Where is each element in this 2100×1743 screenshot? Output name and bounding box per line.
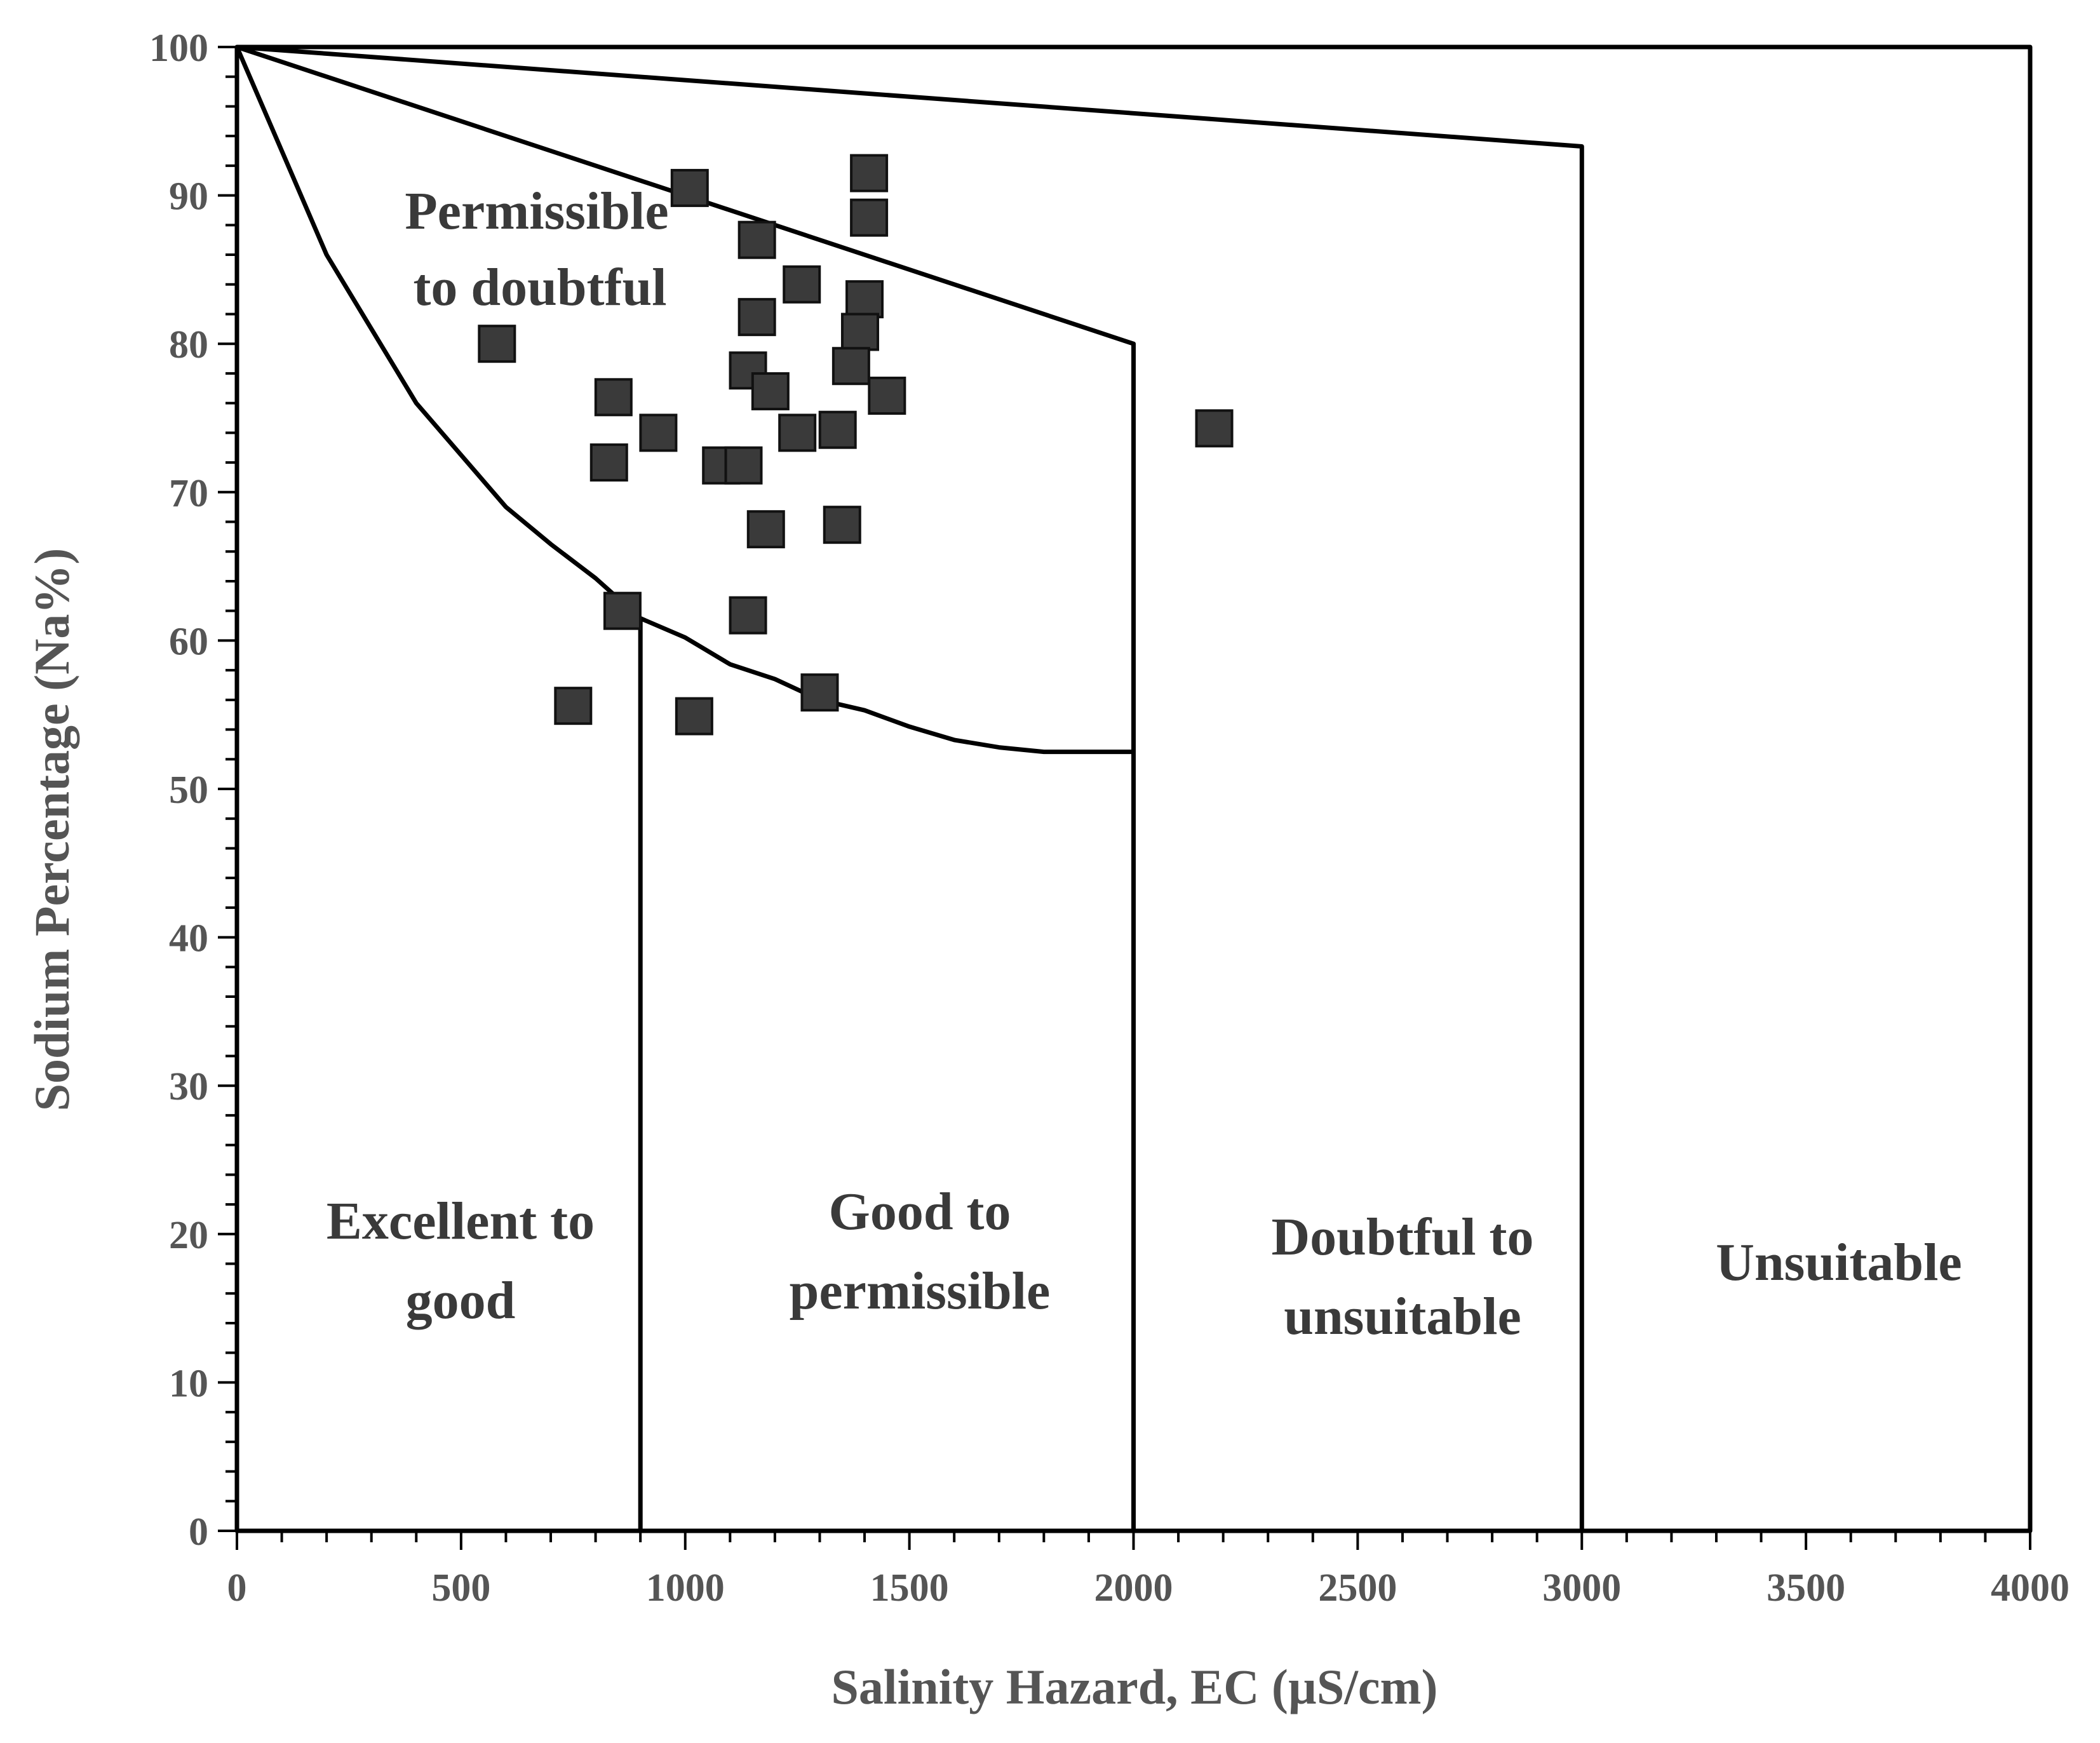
data-point	[737, 298, 776, 337]
x-tick-label: 3000	[1542, 1566, 1621, 1610]
x-tick-label: 1000	[646, 1566, 725, 1610]
data-point	[845, 280, 884, 319]
data-point	[818, 410, 857, 449]
y-tick-label: 40	[169, 917, 208, 960]
zone-label-good-permissible-line2: permissible	[790, 1262, 1051, 1321]
data-point	[823, 506, 861, 544]
boundary-lines	[234, 44, 1584, 1531]
x-tick-label: 500	[431, 1566, 490, 1610]
data-point	[670, 168, 709, 207]
x-tick-labels: 0 500 1000 1500 2000 2500 3000 3500 4000	[227, 1566, 2070, 1610]
zone-label-doubtful-unsuitable-line1: Doubtful to	[1271, 1208, 1533, 1267]
data-point	[746, 510, 785, 549]
y-tick-label: 20	[169, 1214, 208, 1257]
data-point	[554, 687, 593, 725]
y-tick-label: 80	[169, 323, 208, 367]
zone-label-unsuitable: Unsuitable	[1716, 1233, 1962, 1292]
data-point	[589, 443, 628, 482]
data-point	[603, 591, 642, 630]
data-point	[778, 414, 817, 452]
y-tick-label: 100	[149, 27, 208, 70]
data-points	[478, 154, 1234, 736]
data-point	[783, 265, 821, 304]
y-tick-labels: 0 10 20 30 40 50 60 70 80 90 100	[149, 27, 208, 1554]
x-tick-label: 2000	[1094, 1566, 1173, 1610]
x-tick-label: 3500	[1767, 1566, 1845, 1610]
y-tick-label: 10	[169, 1362, 208, 1405]
x-axis-title: Salinity Hazard, EC (µS/cm)	[831, 1659, 1438, 1714]
x-tick-label: 2500	[1318, 1566, 1397, 1610]
zone-label-doubtful-unsuitable-line2: unsuitable	[1284, 1287, 1521, 1346]
data-point	[729, 596, 767, 635]
data-point	[594, 378, 633, 417]
y-tick-label: 90	[169, 175, 208, 219]
y-tick-label: 30	[169, 1065, 208, 1108]
axis-ticks	[218, 46, 2031, 1550]
data-point	[850, 198, 889, 237]
data-point	[737, 220, 776, 259]
data-point	[478, 325, 516, 363]
data-point	[800, 673, 839, 712]
x-tick-label: 1500	[870, 1566, 949, 1610]
data-point	[868, 376, 906, 415]
lower-curve	[234, 46, 1134, 755]
data-point	[850, 154, 889, 192]
zone-label-excellent-good-line1: Excellent to	[326, 1192, 595, 1251]
data-point	[1195, 409, 1234, 448]
zone-label-permissible-doubtful-line2: to doubtful	[413, 258, 666, 317]
y-tick-label: 60	[169, 620, 208, 663]
zone-label-permissible-doubtful-line1: Permissible	[405, 182, 668, 241]
y-axis-title: Sodium Percentage (Na%)	[24, 548, 79, 1112]
data-point	[639, 414, 678, 452]
data-point	[840, 313, 879, 351]
data-point	[724, 446, 763, 485]
upper-limit-line	[236, 44, 1584, 1531]
y-tick-label: 50	[169, 769, 208, 812]
zone-label-good-permissible-line1: Good to	[828, 1182, 1011, 1241]
x-tick-label: 0	[227, 1566, 247, 1610]
data-point	[831, 347, 870, 386]
x-tick-label: 4000	[1991, 1566, 2070, 1610]
doubtful-limit-line	[236, 44, 1136, 1531]
zone-label-excellent-good-line2: good	[406, 1271, 516, 1330]
data-point	[751, 372, 790, 410]
y-tick-label: 70	[169, 472, 208, 515]
data-point	[675, 697, 713, 736]
y-tick-label: 0	[189, 1511, 208, 1554]
